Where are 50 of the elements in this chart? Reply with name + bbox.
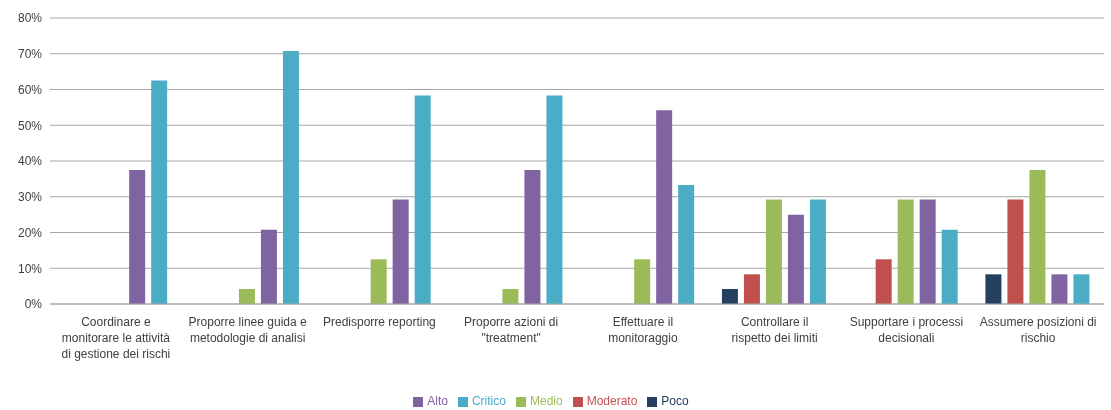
legend-label: Critico xyxy=(471,394,506,408)
x-tick-label: Effettuare il monitoraggio xyxy=(608,315,678,345)
y-tick-label: 20% xyxy=(17,225,43,240)
bar xyxy=(634,259,651,304)
bar xyxy=(1029,169,1046,304)
bar xyxy=(721,288,738,304)
bar xyxy=(765,199,782,304)
legend-label: Moderato xyxy=(586,394,638,408)
bar xyxy=(787,214,804,304)
y-tick-label: 40% xyxy=(17,154,43,169)
x-tick-label: Proporre linee guida e metodologie di analisi xyxy=(188,315,307,345)
bar xyxy=(1051,274,1068,304)
bar xyxy=(502,288,519,304)
bar xyxy=(985,274,1002,304)
x-tick-label: Supportare i processi decisionali xyxy=(849,315,964,345)
y-tick-label: 60% xyxy=(17,82,43,97)
bar xyxy=(678,184,695,304)
y-tick-label: 10% xyxy=(17,261,43,276)
y-tick-label: 50% xyxy=(17,118,43,133)
bar xyxy=(875,259,892,304)
bar xyxy=(282,50,299,304)
legend-label: Alto xyxy=(427,394,448,408)
x-tick-label: Assumere posizioni di rischio xyxy=(979,315,1097,345)
bar xyxy=(1007,199,1024,304)
bar xyxy=(238,288,255,304)
bar xyxy=(524,169,541,304)
bar xyxy=(129,169,146,304)
x-tick-label: Coordinare e monitorare le attività di gestione dei rischi xyxy=(61,315,171,361)
y-tick-label: 70% xyxy=(17,47,43,62)
bar xyxy=(919,199,936,304)
bar xyxy=(809,199,826,304)
bar xyxy=(656,110,673,304)
bar xyxy=(151,80,168,304)
bar xyxy=(546,95,563,304)
bar xyxy=(370,259,387,304)
bar xyxy=(414,95,431,304)
y-tick-label: 30% xyxy=(17,190,43,205)
x-tick-label: Controllare il rispetto dei limiti xyxy=(731,315,818,345)
x-tick-label: Predisporre reporting xyxy=(323,315,436,329)
legend-label: Poco xyxy=(661,394,689,408)
bar xyxy=(743,274,760,304)
bar xyxy=(1073,274,1090,304)
y-tick-label: 0% xyxy=(24,297,43,312)
bar xyxy=(941,229,958,304)
bar xyxy=(260,229,277,304)
bar xyxy=(392,199,409,304)
bar xyxy=(897,199,914,304)
y-tick-label: 80% xyxy=(17,11,43,26)
x-tick-label: Proporre azioni di "treatment" xyxy=(464,315,559,345)
legend-label: Medio xyxy=(529,394,563,408)
